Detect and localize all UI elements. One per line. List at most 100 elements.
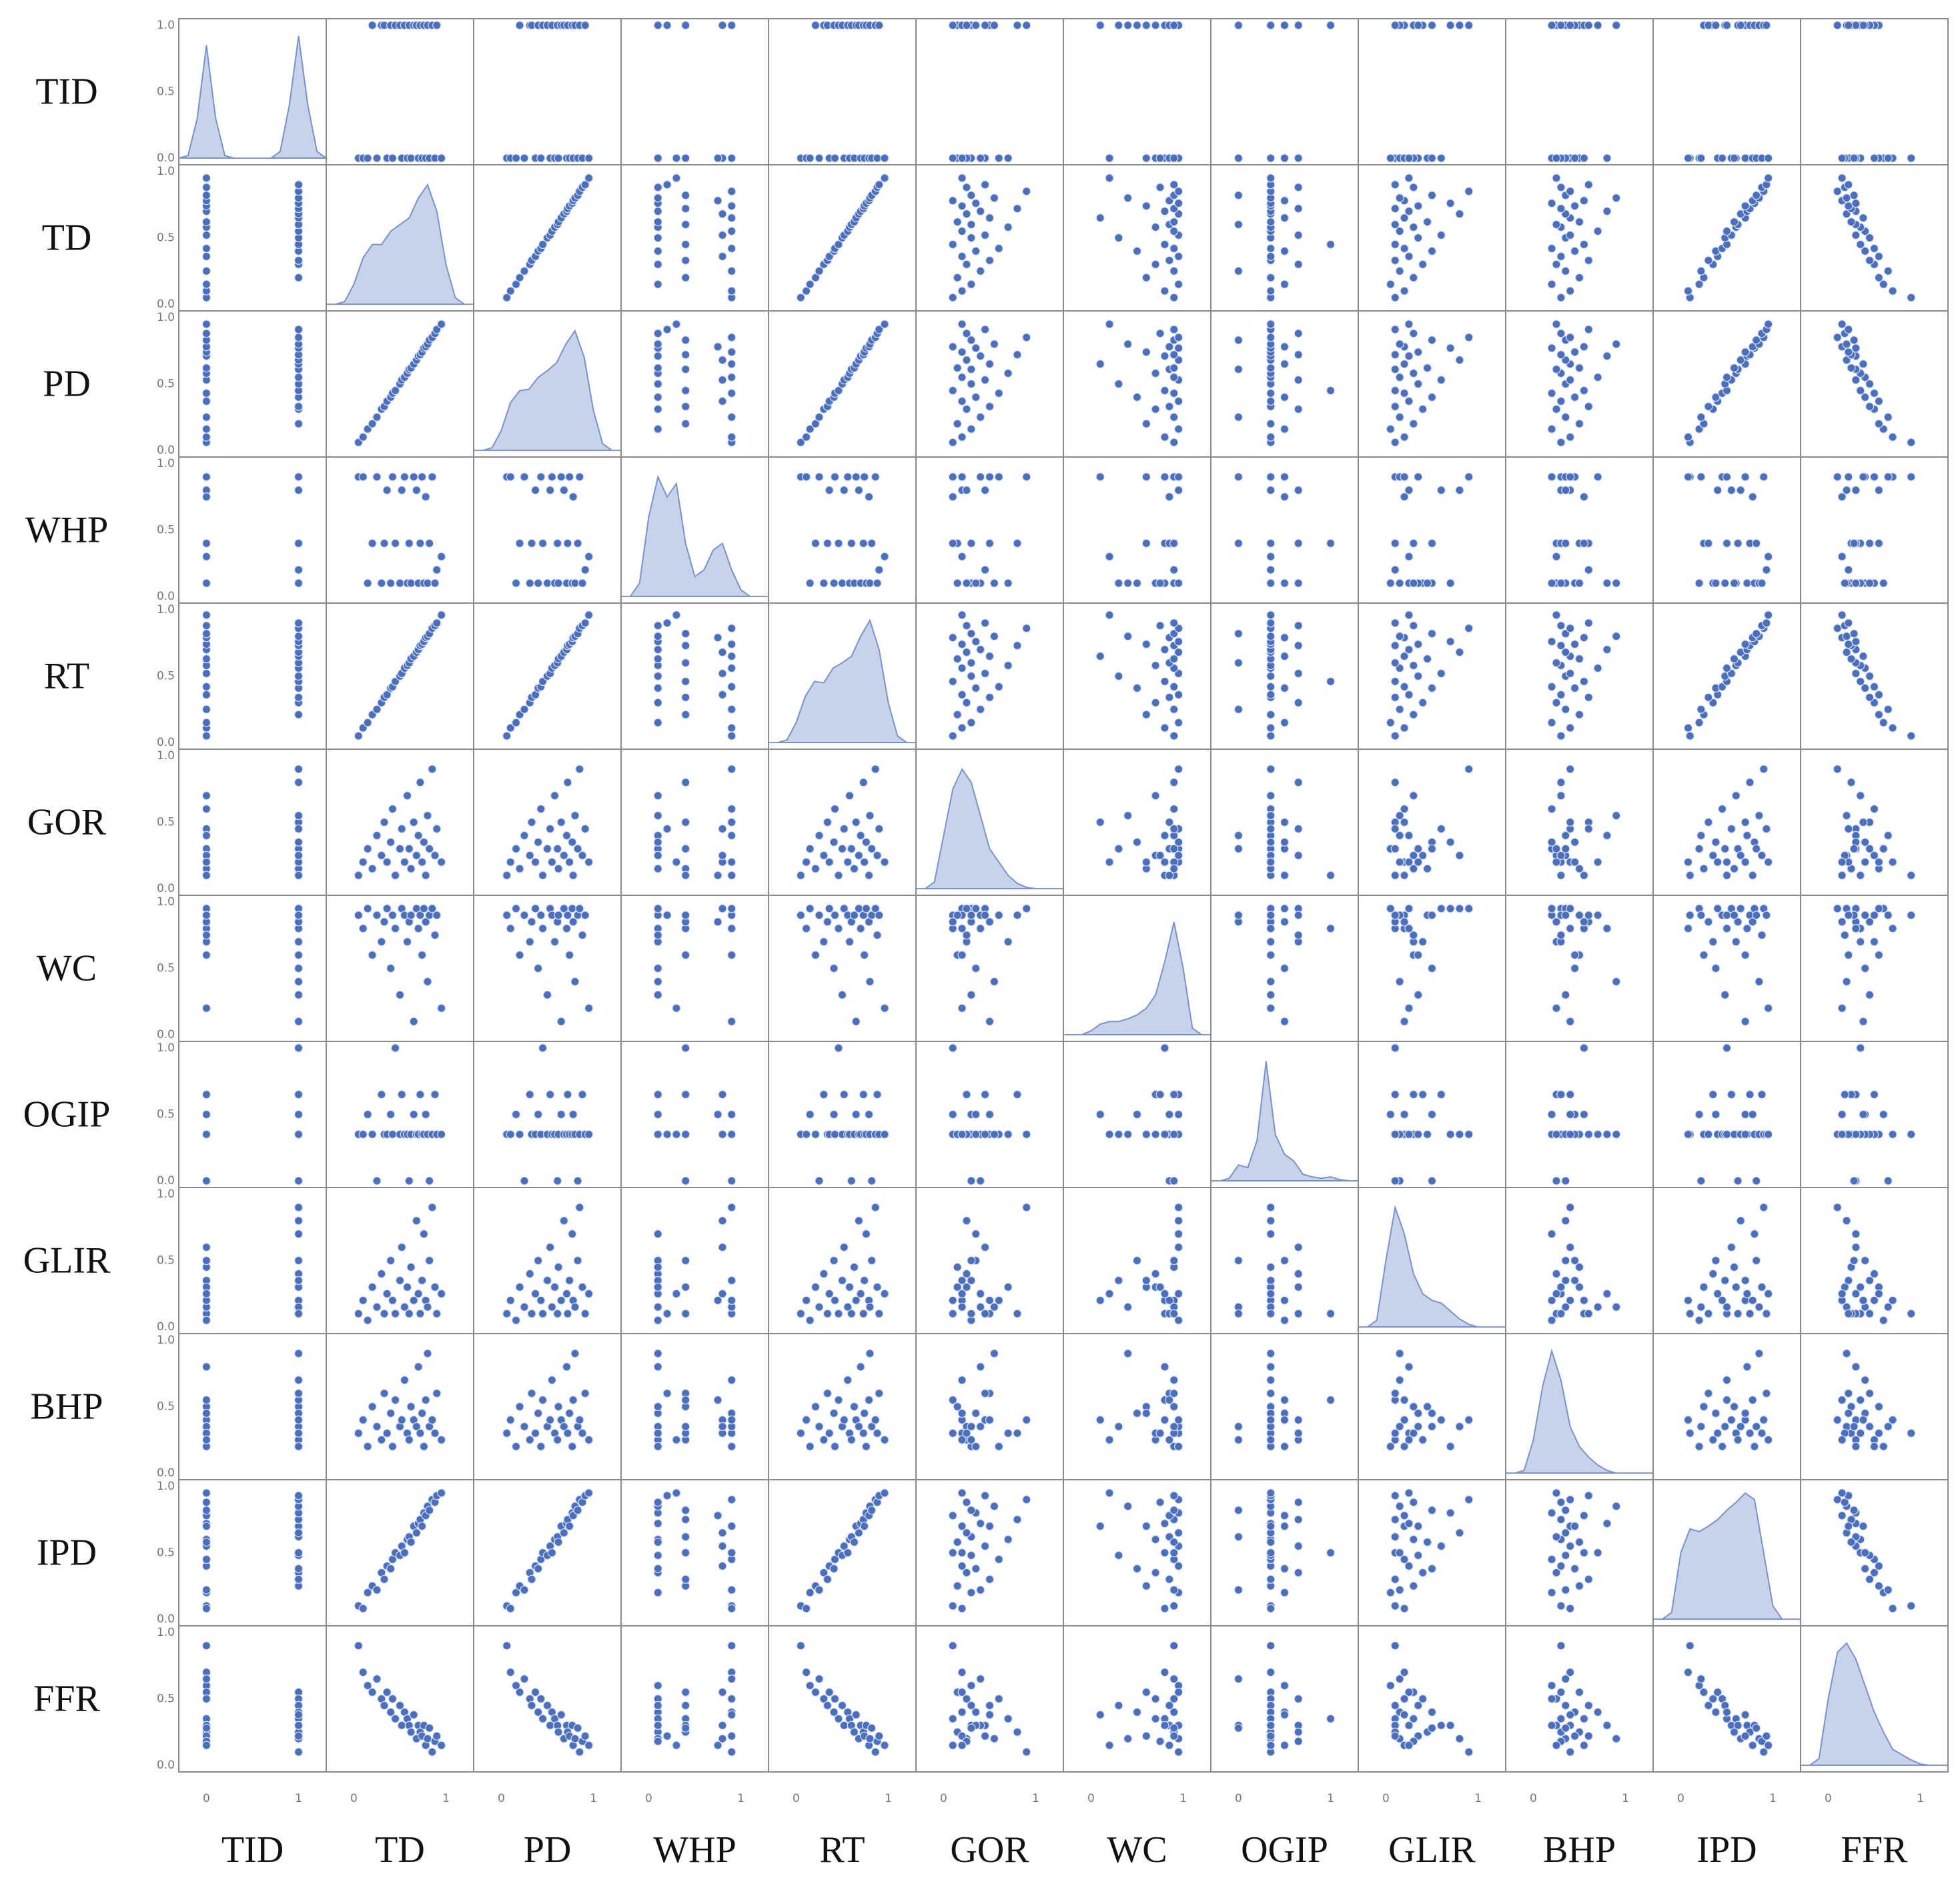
scatter-point bbox=[1741, 817, 1750, 827]
scatter-point bbox=[845, 791, 855, 801]
scatter-point bbox=[1436, 486, 1446, 495]
scatter-point bbox=[653, 1588, 662, 1597]
scatter-point bbox=[971, 637, 981, 646]
scatter-point bbox=[294, 1043, 304, 1053]
scatter-point bbox=[372, 412, 382, 422]
panel bbox=[1652, 18, 1801, 165]
scatter-point bbox=[1390, 180, 1400, 189]
panel bbox=[326, 1625, 474, 1773]
scatter-point bbox=[1155, 1428, 1165, 1438]
scatter-point bbox=[843, 1302, 853, 1312]
scatter-point bbox=[1869, 1296, 1879, 1305]
scatter-point bbox=[957, 690, 967, 699]
scatter-point bbox=[653, 233, 662, 243]
panel-frame bbox=[1505, 1479, 1654, 1626]
panel-frame bbox=[1358, 310, 1506, 458]
y-tick-label: 0.5 bbox=[157, 1400, 175, 1414]
scatter-point bbox=[880, 320, 889, 329]
scatter-point bbox=[727, 266, 737, 276]
scatter-point bbox=[550, 937, 560, 947]
scatter-point bbox=[1132, 578, 1142, 588]
scatter-point bbox=[847, 1176, 856, 1185]
scatter-point bbox=[1741, 1731, 1750, 1741]
row-label: BHP bbox=[31, 1386, 103, 1428]
scatter-point bbox=[1280, 1522, 1290, 1531]
scatter-point bbox=[1722, 372, 1732, 382]
scatter-point bbox=[1762, 618, 1771, 628]
scatter-point bbox=[957, 432, 967, 442]
scatter-point bbox=[1234, 472, 1244, 482]
scatter-point bbox=[1390, 731, 1400, 741]
scatter-point bbox=[953, 1402, 962, 1412]
scatter-point bbox=[727, 924, 737, 933]
scatter-point bbox=[1169, 153, 1179, 163]
scatter-point bbox=[845, 1282, 855, 1292]
scatter-point bbox=[976, 645, 985, 654]
scatter-point bbox=[1326, 240, 1336, 250]
scatter-point bbox=[565, 857, 574, 867]
panel-frame bbox=[915, 602, 1064, 750]
scatter-point bbox=[1165, 342, 1174, 352]
panel bbox=[768, 1333, 917, 1480]
scatter-point bbox=[525, 1435, 534, 1444]
scatter-point bbox=[406, 1262, 416, 1272]
scatter-point bbox=[1280, 652, 1290, 661]
scatter-point bbox=[511, 1681, 521, 1691]
scatter-point bbox=[1556, 396, 1566, 406]
scatter-point bbox=[506, 924, 515, 933]
scatter-point bbox=[953, 654, 962, 664]
panel-frame bbox=[473, 895, 622, 1042]
panel-frame bbox=[326, 18, 474, 165]
scatter-point bbox=[294, 1428, 304, 1438]
scatter-point bbox=[1174, 637, 1183, 646]
scatter-point bbox=[849, 911, 859, 920]
scatter-point bbox=[432, 21, 442, 30]
y-tick-label: 0.0 bbox=[157, 1320, 175, 1334]
scatter-point bbox=[294, 1216, 304, 1226]
scatter-point bbox=[1566, 1747, 1575, 1757]
scatter-point bbox=[976, 1362, 985, 1372]
scatter-point bbox=[1013, 1090, 1022, 1099]
scatter-point bbox=[727, 1495, 737, 1504]
scatter-point bbox=[402, 1282, 412, 1292]
scatter-point bbox=[1294, 621, 1303, 630]
panel bbox=[1800, 1187, 1949, 1334]
scatter-point bbox=[1422, 364, 1432, 373]
panel bbox=[1800, 602, 1949, 750]
panel-frame bbox=[620, 1041, 769, 1188]
panel-frame bbox=[473, 1187, 622, 1334]
scatter-point bbox=[397, 1721, 406, 1730]
scatter-point bbox=[1602, 352, 1612, 361]
scatter-point bbox=[1404, 831, 1414, 841]
scatter-point bbox=[1123, 1349, 1133, 1358]
scatter-point bbox=[386, 1109, 396, 1119]
scatter-point bbox=[1579, 1548, 1589, 1558]
panel-frame bbox=[1358, 1333, 1506, 1480]
scatter-point bbox=[819, 851, 829, 860]
scatter-point bbox=[201, 1537, 211, 1547]
scatter-point bbox=[1280, 153, 1290, 163]
scatter-point bbox=[1390, 824, 1400, 834]
scatter-point bbox=[1446, 21, 1455, 30]
scatter-point bbox=[1612, 340, 1621, 349]
scatter-point bbox=[536, 472, 546, 482]
scatter-point bbox=[573, 1723, 582, 1733]
scatter-point bbox=[1842, 1216, 1851, 1226]
scatter-point bbox=[1294, 578, 1303, 588]
scatter-point bbox=[1294, 404, 1303, 414]
scatter-point bbox=[653, 931, 662, 940]
panel bbox=[915, 1625, 1064, 1773]
scatter-point bbox=[1584, 1731, 1593, 1741]
scatter-point bbox=[1013, 204, 1022, 213]
scatter-point bbox=[727, 1641, 737, 1650]
scatter-point bbox=[653, 698, 662, 707]
scatter-point bbox=[1114, 233, 1123, 243]
scatter-point bbox=[1169, 1090, 1179, 1099]
scatter-point bbox=[1386, 1588, 1395, 1597]
scatter-point bbox=[727, 226, 737, 236]
scatter-point bbox=[1566, 765, 1575, 774]
panel bbox=[1210, 310, 1359, 458]
scatter-point bbox=[727, 1129, 737, 1139]
panel bbox=[1358, 602, 1506, 750]
scatter-point bbox=[354, 1309, 363, 1318]
